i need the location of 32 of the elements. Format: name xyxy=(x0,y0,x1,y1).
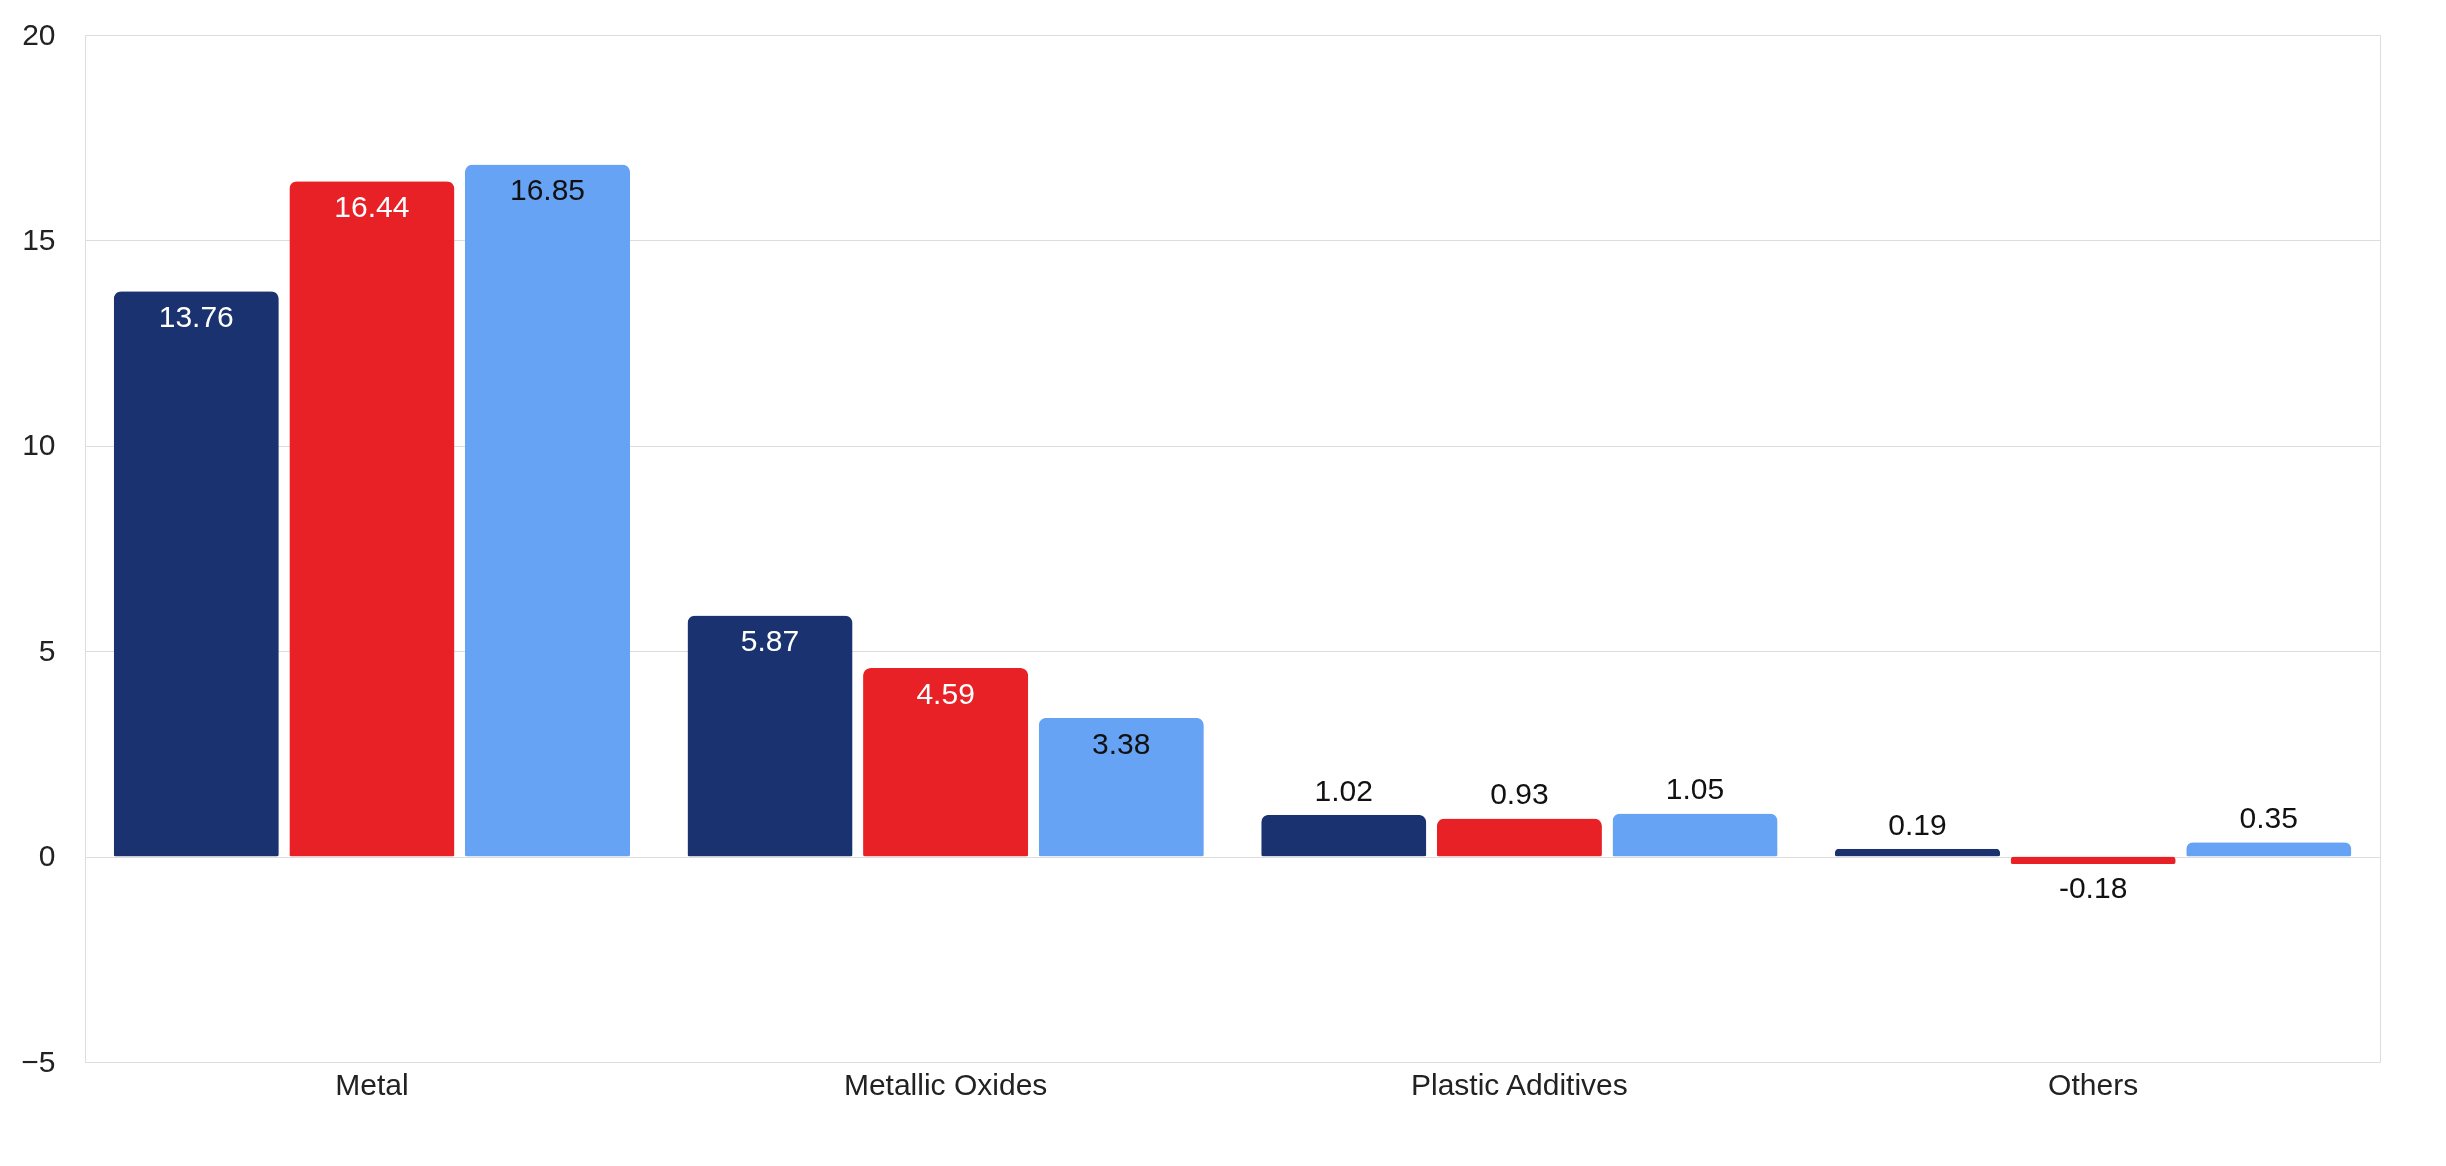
bar xyxy=(1038,717,1204,857)
data-label: 0.35 xyxy=(2239,801,2298,835)
data-label: 16.85 xyxy=(509,173,586,207)
y-tick-label: 0 xyxy=(38,839,56,873)
x-tick-label: Metallic Oxides xyxy=(843,1067,1048,1101)
bar xyxy=(1261,814,1427,857)
data-label: 1.05 xyxy=(1665,772,1725,806)
y-tick-label: 15 xyxy=(22,222,56,256)
bar xyxy=(687,615,853,857)
bar xyxy=(289,181,455,857)
bar xyxy=(1612,813,1778,857)
data-label: 4.59 xyxy=(916,677,975,711)
bar xyxy=(1436,818,1602,857)
bar xyxy=(464,164,631,857)
data-label: 1.02 xyxy=(1314,773,1373,807)
bar xyxy=(863,668,1029,857)
y-tick-label: −5 xyxy=(21,1044,56,1078)
bar xyxy=(113,291,279,857)
y-tick-label: 10 xyxy=(22,428,56,462)
data-label: 0.93 xyxy=(1490,777,1549,811)
bar xyxy=(2010,856,2176,864)
data-label: 5.87 xyxy=(740,624,800,658)
x-tick-label: Others xyxy=(2048,1067,2139,1101)
data-label: -0.18 xyxy=(2058,870,2128,904)
y-tick-label: 20 xyxy=(22,17,56,51)
data-label: 16.44 xyxy=(334,190,410,224)
y-tick-label: 5 xyxy=(38,633,56,667)
data-label: 0.19 xyxy=(1888,807,1947,841)
data-label: 13.76 xyxy=(158,300,234,334)
x-tick-label: Plastic Additives xyxy=(1410,1067,1628,1101)
x-tick-label: Metal xyxy=(335,1067,409,1101)
data-label: 3.38 xyxy=(1092,726,1151,760)
